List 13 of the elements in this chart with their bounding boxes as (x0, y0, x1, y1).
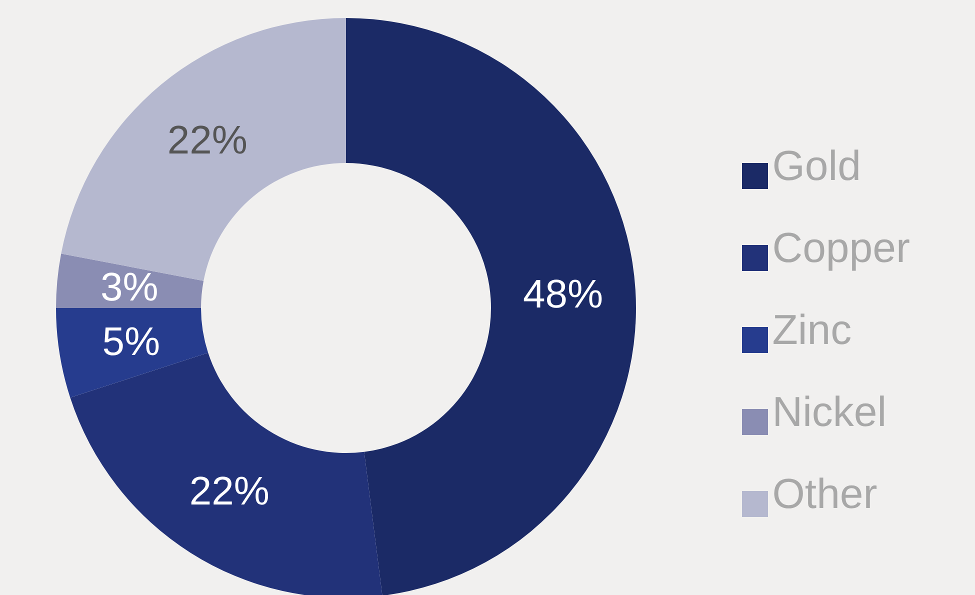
donut-slice (346, 18, 636, 595)
data-label: 5% (102, 320, 160, 364)
data-label: 48% (523, 272, 604, 316)
data-label: 22% (167, 118, 248, 162)
legend-label: Gold (772, 142, 861, 189)
data-label: 22% (189, 470, 270, 514)
data-label: 3% (100, 266, 158, 310)
legend-label: Zinc (772, 306, 852, 353)
donut-slice (56, 308, 208, 398)
donut-slice (56, 254, 204, 308)
legend-label: Other (772, 470, 878, 517)
legend-label: Copper (772, 224, 910, 271)
legend-label: Nickel (772, 388, 887, 435)
